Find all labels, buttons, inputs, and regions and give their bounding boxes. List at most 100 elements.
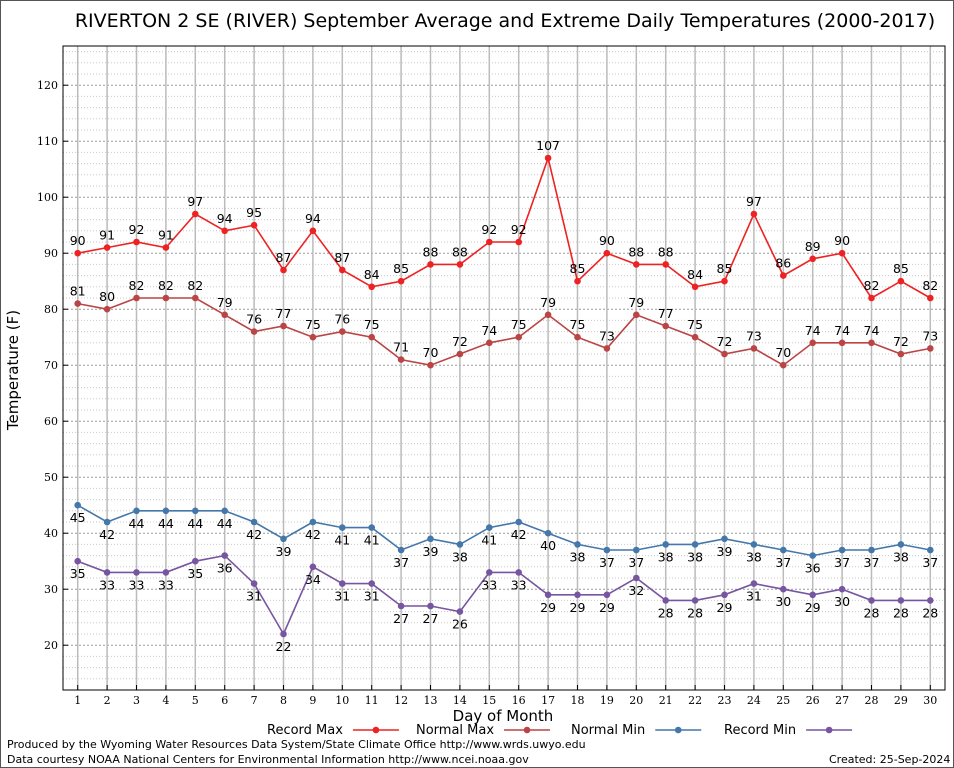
data-label: 42 [99, 527, 115, 542]
data-point [750, 345, 758, 352]
data-label: 87 [276, 250, 292, 265]
legend-item: Normal Min [571, 723, 702, 738]
data-point [133, 569, 140, 576]
data-point [868, 597, 875, 604]
data-point [74, 300, 81, 307]
data-point [780, 546, 787, 554]
data-label: 92 [511, 222, 527, 237]
data-label: 29 [540, 600, 556, 615]
data-point [486, 339, 493, 347]
data-label: 29 [599, 600, 615, 615]
data-point [427, 361, 434, 369]
data-point [780, 272, 787, 279]
x-tick-label: 18 [571, 694, 585, 707]
data-point [574, 591, 581, 599]
data-label: 81 [70, 284, 86, 299]
data-point [780, 361, 787, 369]
data-label: 44 [217, 516, 233, 531]
data-point [192, 210, 199, 218]
data-label: 45 [70, 510, 86, 525]
data-label: 94 [217, 211, 233, 226]
data-label: 29 [805, 600, 821, 615]
data-label: 85 [570, 261, 586, 276]
data-point [544, 311, 552, 319]
data-label: 85 [717, 261, 733, 276]
x-tick-label: 16 [512, 694, 526, 707]
data-label: 27 [423, 611, 439, 626]
data-label: 37 [599, 555, 615, 570]
data-label: 75 [687, 317, 703, 332]
data-point [603, 345, 611, 352]
x-tick-label: 13 [424, 694, 438, 707]
data-label: 39 [717, 544, 733, 559]
data-point [339, 580, 346, 587]
data-label: 73 [599, 328, 615, 343]
data-point [780, 585, 787, 593]
data-point [456, 350, 464, 358]
data-label: 79 [217, 295, 233, 310]
legend: Record Max Normal Max Normal Min Record Min [267, 723, 853, 738]
data-label: 29 [570, 600, 586, 615]
data-label: 77 [658, 306, 674, 321]
data-point [221, 227, 228, 235]
data-label: 75 [511, 317, 527, 332]
data-label: 28 [893, 605, 909, 620]
x-tick-label: 8 [280, 694, 287, 707]
data-point [691, 333, 699, 341]
data-label: 76 [246, 312, 262, 327]
x-tick-label: 23 [718, 694, 732, 707]
data-label: 70 [775, 345, 791, 360]
series-normal-max: 81 80 82 82 82 79 76 77 75 76 75 71 70 72 74 75 79 75 73 79… [70, 278, 938, 369]
data-label: 44 [158, 516, 174, 531]
data-label: 82 [129, 278, 145, 293]
data-label: 36 [805, 561, 821, 576]
data-label: 75 [305, 317, 321, 332]
data-point [691, 283, 699, 291]
x-tick-label: 27 [835, 694, 849, 707]
data-point [927, 597, 934, 604]
data-point [221, 507, 228, 515]
data-label: 30 [775, 594, 791, 609]
data-label: 44 [187, 516, 203, 531]
data-label: 44 [129, 516, 145, 531]
data-point [456, 541, 464, 548]
data-point [574, 541, 581, 548]
data-point [662, 541, 669, 548]
data-label: 31 [746, 589, 762, 604]
x-axis-label: Day of Month [453, 707, 554, 725]
data-label: 33 [481, 577, 497, 592]
data-label: 72 [893, 334, 909, 349]
data-label: 73 [746, 328, 762, 343]
data-point [809, 255, 816, 263]
data-point [368, 283, 376, 291]
legend-marker [523, 726, 531, 734]
data-label: 31 [246, 589, 262, 604]
data-label: 42 [511, 527, 527, 542]
y-tick-label: 70 [44, 359, 58, 372]
data-label: 84 [364, 267, 380, 282]
x-tick-label: 10 [335, 694, 349, 707]
data-point [192, 294, 199, 302]
data-label: 82 [864, 278, 880, 293]
data-label: 36 [217, 561, 233, 576]
data-point [192, 507, 199, 515]
data-point [103, 518, 111, 526]
data-label: 34 [305, 572, 321, 587]
data-label: 88 [423, 244, 439, 259]
data-label: 40 [540, 538, 556, 553]
data-label: 35 [187, 566, 203, 581]
data-point [280, 266, 287, 274]
data-point [838, 546, 846, 554]
data-point [838, 585, 846, 593]
series-line [77, 504, 931, 557]
data-point [662, 322, 669, 330]
data-label: 29 [717, 600, 733, 615]
data-point [368, 580, 376, 587]
data-point [397, 602, 405, 610]
x-tick-label: 24 [747, 694, 761, 707]
data-label: 88 [452, 244, 468, 259]
data-point [221, 311, 228, 319]
legend-label: Record Min [724, 723, 796, 738]
x-tick-label: 2 [104, 694, 111, 707]
data-point [662, 597, 669, 604]
